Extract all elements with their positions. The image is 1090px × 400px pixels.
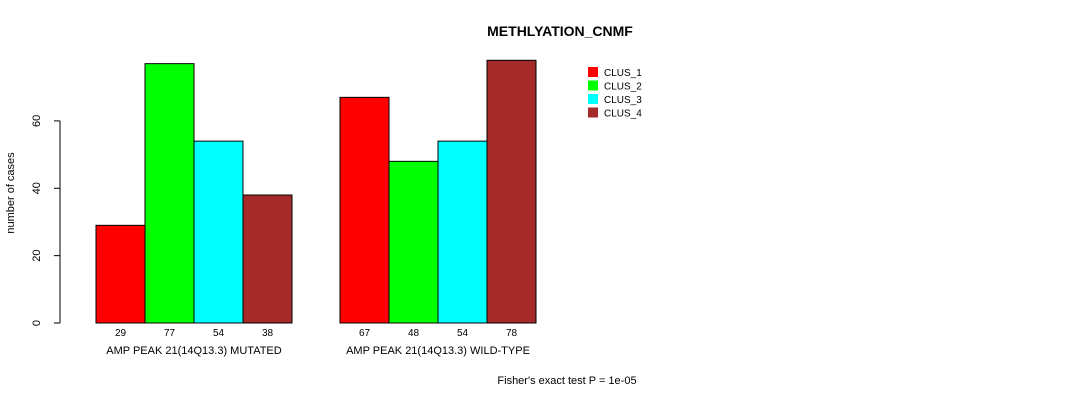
- legend-label: CLUS_2: [604, 82, 642, 93]
- bar-clus-4: [486, 59, 537, 324]
- y-tick-label: 40: [31, 182, 43, 194]
- legend-label: CLUS_1: [604, 68, 642, 79]
- y-tick-label: 0: [31, 320, 43, 326]
- bar-clus-2: [144, 63, 195, 324]
- bar-clus-1: [339, 96, 390, 324]
- bar-clus-1: [95, 224, 146, 324]
- bar-value-labels: 29 77 54 38 67 48 54 78: [115, 328, 518, 339]
- legend-swatch: [588, 80, 598, 91]
- y-axis-label: number of cases: [5, 152, 17, 234]
- bar-clus-4: [242, 194, 293, 324]
- bar-value-label: 48: [408, 328, 420, 339]
- bar-value-label: 77: [164, 328, 176, 339]
- bar-value-label: 38: [262, 328, 274, 339]
- legend-swatch: [588, 107, 598, 118]
- legend: CLUS_1 CLUS_2 CLUS_3 CLUS_4: [588, 67, 642, 120]
- bar-clus-3: [437, 140, 488, 324]
- bar-value-label: 54: [457, 328, 469, 339]
- fisher-test-footnote: Fisher's exact test P = 1e-05: [497, 375, 636, 387]
- y-axis: 0 20 40 60: [31, 115, 61, 326]
- legend-label: CLUS_3: [604, 95, 642, 106]
- bar-value-label: 29: [115, 328, 127, 339]
- group-label: AMP PEAK 21(14Q13.3) WILD-TYPE: [346, 345, 530, 357]
- legend-swatch: [588, 94, 598, 104]
- group-labels: AMP PEAK 21(14Q13.3) MUTATED AMP PEAK 21(…: [106, 345, 530, 357]
- y-tick-label: 20: [31, 250, 43, 262]
- bar-clus-2: [388, 160, 439, 324]
- bars: [95, 59, 537, 324]
- bar-value-label: 54: [213, 328, 225, 339]
- y-tick-label: 60: [31, 115, 43, 127]
- bar-clus-3: [193, 140, 244, 324]
- chart-title: METHLYATION_CNMF: [487, 23, 633, 39]
- group-label: AMP PEAK 21(14Q13.3) MUTATED: [106, 345, 282, 357]
- legend-label: CLUS_4: [604, 109, 642, 120]
- legend-swatch: [588, 67, 598, 77]
- bar-value-label: 67: [359, 328, 371, 339]
- bar-value-label: 78: [506, 328, 518, 339]
